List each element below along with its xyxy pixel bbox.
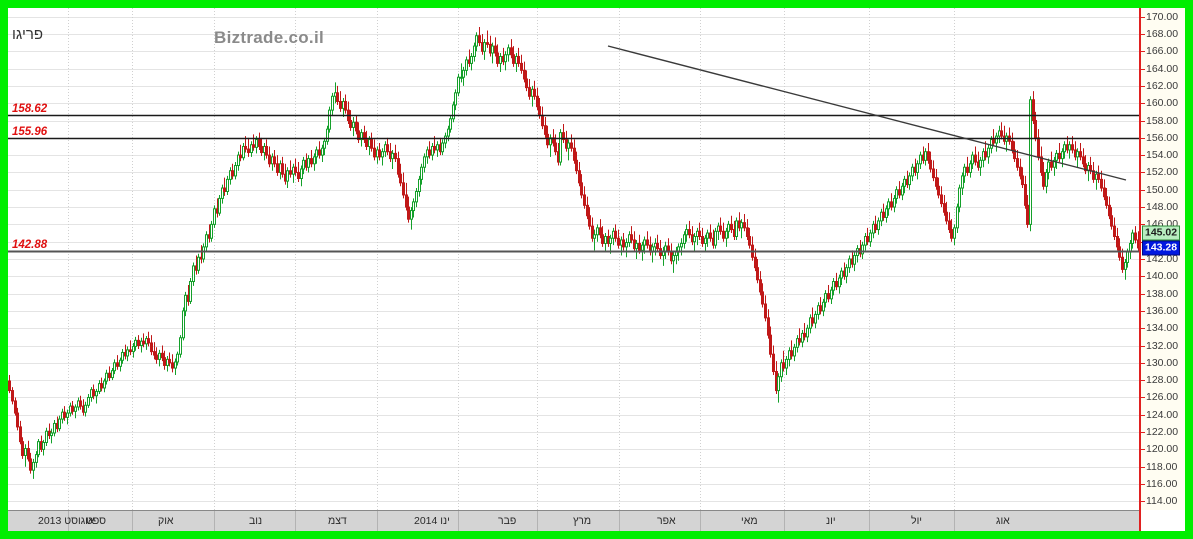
price-tick-mark	[1141, 138, 1145, 139]
price-tick-label: 116.00	[1146, 478, 1178, 491]
date-separator	[377, 511, 378, 531]
price-tick-label: 124.00	[1146, 408, 1179, 421]
date-tick-label: דצמ	[328, 515, 347, 527]
price-tick-label: 128.00	[1146, 374, 1179, 387]
price-tick-label: 138.00	[1146, 287, 1179, 300]
price-tick-mark	[1141, 484, 1145, 485]
price-tick-mark	[1141, 449, 1145, 450]
date-separator	[214, 511, 215, 531]
resistance-158-label: 158.62	[12, 102, 48, 115]
price-tick-mark	[1141, 103, 1145, 104]
price-tick-mark	[1141, 363, 1145, 364]
date-tick-label: אוג	[996, 515, 1010, 527]
price-tick-label: 160.00	[1146, 97, 1179, 110]
date-separator	[458, 511, 459, 531]
ask-price-tag[interactable]: 145.02	[1142, 225, 1181, 241]
price-tick-label: 152.00	[1146, 166, 1179, 179]
price-tick-label: 164.00	[1146, 62, 1179, 75]
candlestick-svg	[8, 8, 1139, 510]
price-tick-label: 166.00	[1146, 45, 1179, 58]
date-tick-label: ינו 2014	[414, 515, 450, 527]
price-tick-mark	[1141, 346, 1145, 347]
price-tick-label: 156.00	[1146, 131, 1179, 144]
price-tick-label: 136.00	[1146, 304, 1179, 317]
price-tick-mark	[1141, 17, 1145, 18]
price-tick-mark	[1141, 172, 1145, 173]
price-tick-mark	[1141, 432, 1145, 433]
date-separator	[954, 511, 955, 531]
last-price-tag[interactable]: 143.28	[1142, 240, 1181, 256]
price-tick-mark	[1141, 51, 1145, 52]
date-tick-label: יול	[911, 515, 923, 527]
date-separator	[295, 511, 296, 531]
support-142-label: 142.88	[12, 238, 48, 251]
price-tick-mark	[1141, 276, 1145, 277]
price-tick-label: 140.00	[1146, 270, 1179, 283]
date-tick-label: אוגוסט 2013	[38, 515, 95, 527]
price-tick-label: 132.00	[1146, 339, 1179, 352]
date-separator	[619, 511, 620, 531]
price-tick-mark	[1141, 190, 1145, 191]
date-axis[interactable]: אוגוסט 2013 ספט אוק נוב דצמ ינו 2014 פבר מרץ אפר…	[8, 510, 1139, 531]
price-tick-mark	[1141, 501, 1145, 502]
date-separator	[700, 511, 701, 531]
resistance-155-label: 155.96	[12, 125, 48, 138]
price-tick-label: 130.00	[1146, 356, 1179, 369]
price-tick-mark	[1141, 34, 1145, 35]
ticker-symbol-label: פריגו	[12, 26, 43, 43]
price-plot-area[interactable]: פריגו Biztrade.co.il 158.62 155.96 142.88	[8, 8, 1139, 510]
price-tick-mark	[1141, 69, 1145, 70]
price-tick-mark	[1141, 380, 1145, 381]
date-separator	[537, 511, 538, 531]
price-tick-label: 126.00	[1146, 391, 1179, 404]
price-tick-mark	[1141, 328, 1145, 329]
date-separator	[869, 511, 870, 531]
date-separator	[132, 511, 133, 531]
site-watermark: Biztrade.co.il	[214, 28, 325, 47]
price-tick-mark	[1141, 311, 1145, 312]
price-tick-mark	[1141, 121, 1145, 122]
axis-corner	[1139, 510, 1185, 531]
date-tick-label: מאי	[741, 515, 758, 527]
date-tick-label: נוב	[249, 515, 263, 527]
date-separator	[68, 511, 69, 531]
price-tick-mark	[1141, 207, 1145, 208]
price-tick-label: 162.00	[1146, 79, 1179, 92]
price-tick-label: 154.00	[1146, 149, 1179, 162]
price-tick-label: 120.00	[1146, 443, 1179, 456]
price-tick-label: 168.00	[1146, 27, 1179, 40]
price-tick-label: 114.00	[1146, 495, 1178, 508]
date-tick-label: ספט	[86, 515, 107, 527]
price-tick-label: 158.00	[1146, 114, 1179, 127]
date-separator	[784, 511, 785, 531]
price-tick-label: 170.00	[1146, 10, 1179, 23]
date-tick-label: מרץ	[573, 515, 592, 527]
price-tick-label: 148.00	[1146, 201, 1179, 214]
price-tick-mark	[1141, 415, 1145, 416]
price-tick-label: 122.00	[1146, 426, 1179, 439]
price-tick-mark	[1141, 259, 1145, 260]
date-tick-label: יונ	[826, 515, 836, 527]
price-tick-mark	[1141, 294, 1145, 295]
date-tick-label: אפר	[657, 515, 676, 527]
price-tick-label: 150.00	[1146, 183, 1179, 196]
price-tick-mark	[1141, 467, 1145, 468]
price-scale-axis[interactable]: 170.00 168.00 166.00 164.00 162.00 160.00 158.…	[1139, 8, 1185, 510]
price-tick-label: 142.00	[1146, 253, 1179, 265]
date-tick-label: פבר	[498, 515, 517, 527]
date-tick-label: אוק	[158, 515, 174, 527]
price-tick-label: 118.00	[1146, 460, 1178, 473]
price-tick-mark	[1141, 397, 1145, 398]
price-tick-label: 134.00	[1146, 322, 1179, 335]
price-tick-mark	[1141, 224, 1145, 225]
chart-card: פריגו Biztrade.co.il 158.62 155.96 142.88 …	[8, 8, 1185, 531]
price-tick-mark	[1141, 86, 1145, 87]
price-tick-mark	[1141, 155, 1145, 156]
